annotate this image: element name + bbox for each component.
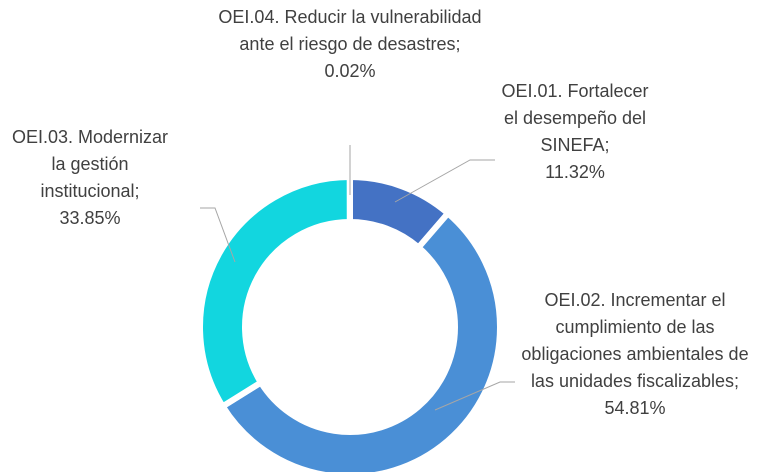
value-label: 0.02% [324,61,376,81]
category-label: OEI.03. Modernizar la gestión institucio… [11,127,169,201]
leader-line [434,381,515,411]
value-label: 11.32% [545,162,605,182]
value-label: 33.85% [59,208,121,228]
category-label: OEI.01. Fortalecer el desempeño del SINE… [501,81,649,155]
data-label: OEI.01. Fortalecer el desempeño del SINE… [500,78,650,186]
category-label: OEI.02. Incrementar el cumplimiento de l… [521,290,749,391]
data-label: OEI.03. Modernizar la gestión institucio… [5,124,175,232]
data-label: OEI.02. Incrementar el cumplimiento de l… [510,287,760,422]
leader-line [394,159,495,203]
donut-slice [218,209,503,472]
slices [197,173,503,472]
category-label: OEI.04. Reducir la vulnerabilidad ante e… [218,7,482,54]
data-label: OEI.04. Reducir la vulnerabilidad ante e… [215,4,485,85]
value-label: 54.81% [604,398,666,418]
donut-slice [197,173,353,411]
leader-line [200,207,236,263]
